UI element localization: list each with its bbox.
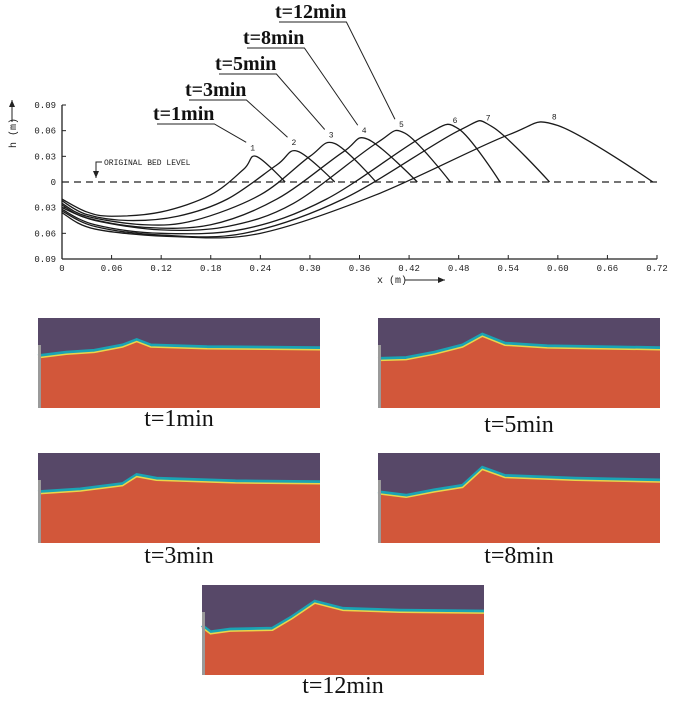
panel-interface-outer <box>37 337 321 358</box>
profile-line <box>61 149 336 222</box>
profile-line <box>61 155 286 217</box>
panel-interface-inner <box>377 335 661 362</box>
panel-wall <box>202 612 205 675</box>
profile-line <box>61 120 551 238</box>
panel-bed <box>38 474 320 543</box>
curve-label: 8 <box>552 114 557 123</box>
time-label: t=5min <box>215 53 276 75</box>
x-tick-label: 0.24 <box>250 264 272 274</box>
leader-line <box>189 99 288 138</box>
x-tick-label: 0.48 <box>448 264 470 274</box>
curve-label: 4 <box>362 127 367 136</box>
curve-label: 2 <box>292 139 297 148</box>
panel-interface-outer <box>377 332 661 360</box>
curve-label: 7 <box>486 114 491 123</box>
panel-wall <box>378 345 381 408</box>
x-tick-label: 0.30 <box>299 264 321 274</box>
leader-line <box>279 21 396 120</box>
profile-line <box>61 141 377 226</box>
x-tick-label: 0.60 <box>547 264 569 274</box>
panel-caption: t=3min <box>144 543 214 569</box>
x-tick-label: 0.72 <box>646 264 668 274</box>
panel-bed <box>38 339 320 408</box>
x-tick-label: 0.36 <box>349 264 371 274</box>
panel-interface-outer <box>37 473 321 494</box>
panel-bed <box>202 601 484 675</box>
profile-line <box>61 123 501 235</box>
leader-line <box>157 123 247 143</box>
profile-line <box>61 129 451 232</box>
leader-line <box>247 47 359 126</box>
y-tick-label: 0.06 <box>34 127 56 137</box>
y-axis-label: h (m) <box>8 118 20 148</box>
y-tick-label: 0.03 <box>34 204 56 214</box>
panel-caption: t=5min <box>484 412 554 438</box>
y-tick-label: 0.03 <box>34 152 56 162</box>
time-label: t=8min <box>243 27 304 49</box>
x-tick-label: 0.06 <box>101 264 123 274</box>
panel-wall <box>378 480 381 543</box>
time-label: t=1min <box>153 103 214 125</box>
panel-interface-inner <box>37 340 321 359</box>
panel-caption: t=1min <box>144 406 214 432</box>
panel-bed <box>378 334 660 408</box>
y-tick-label: 0.06 <box>34 229 56 239</box>
curve-label: 5 <box>399 121 404 130</box>
panel-interface-outer <box>377 465 661 497</box>
curve-label: 3 <box>329 132 334 141</box>
panel-bed <box>378 467 660 543</box>
x-tick-label: 0 <box>59 264 64 274</box>
panel-wall <box>38 480 41 543</box>
panel-wall <box>38 345 41 408</box>
panel-interface-inner <box>37 475 321 495</box>
y-tick-label: 0.09 <box>34 255 56 265</box>
y-tick-label: 0.09 <box>34 101 56 111</box>
leader-line <box>219 73 326 130</box>
reference-label: ORIGINAL BED LEVEL <box>104 159 191 168</box>
reference-pointer <box>93 161 102 178</box>
x-tick-label: 0.12 <box>150 264 172 274</box>
curve-label: 6 <box>453 117 458 126</box>
x-tick-label: 0.54 <box>497 264 519 274</box>
panel-interface-outer <box>201 599 485 634</box>
x-tick-label: 0.42 <box>398 264 420 274</box>
time-label: t=3min <box>185 79 246 101</box>
x-tick-label: 0.18 <box>200 264 222 274</box>
y-tick-label: 0 <box>51 178 56 188</box>
panel-caption: t=8min <box>484 543 554 569</box>
profile-line <box>61 121 654 239</box>
panel-interface-inner <box>201 602 485 635</box>
panel-caption: t=12min <box>302 673 384 699</box>
time-label: t=12min <box>275 1 346 23</box>
x-axis-label: x (m) <box>377 275 407 287</box>
curve-label: 1 <box>250 144 255 153</box>
x-tick-label: 0.66 <box>597 264 619 274</box>
panel-interface-inner <box>377 468 661 499</box>
